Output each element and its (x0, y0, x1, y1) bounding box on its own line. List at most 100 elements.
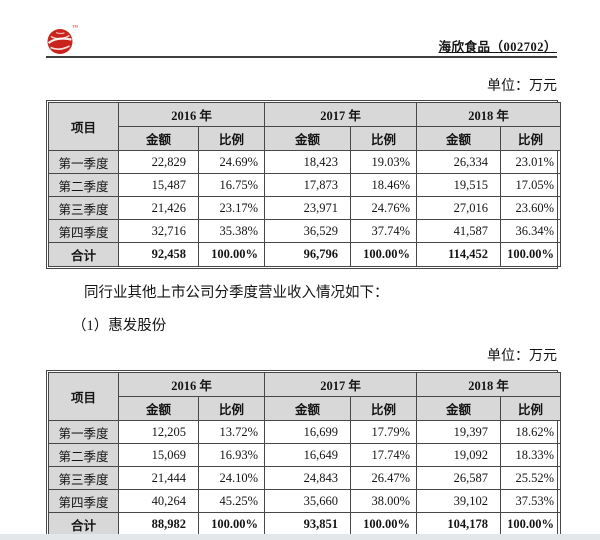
unit-label: 单位：万元 (487, 79, 557, 94)
ratio-cell: 100.00% (197, 242, 266, 267)
table-total-row: 合计 92,458 100.00% 96,796 100.00% 114,452 100.0… (48, 242, 562, 267)
ratio-cell: 100.00% (350, 512, 418, 537)
table-head: 项目 2016 年 2017 年 2018 年 金额 比例 金额 比例 金额 比… (48, 102, 562, 151)
ratio-cell: 17.05% (500, 173, 562, 197)
col-header-2016: 2016 年 (117, 372, 266, 397)
ratio-cell: 100.00% (350, 242, 418, 267)
table-row: 第一季度 22,829 24.69% 18,423 19.03% 26,334 23.01% (48, 150, 562, 174)
page-edge (0, 534, 600, 540)
ratio-cell: 38.00% (350, 489, 418, 513)
ratio-header-2017: 比例 (350, 126, 418, 151)
amount-cell: 16,699 (264, 420, 352, 444)
ratio-cell: 23.60% (500, 196, 562, 220)
amount-cell: 104,178 (416, 512, 502, 537)
amount-cell: 39,102 (416, 489, 502, 513)
table-row: 第三季度 21,444 24.10% 24,843 26.47% 26,587 25.52% (48, 466, 562, 490)
amount-cell: 17,873 (264, 173, 352, 197)
amount-cell: 24,843 (264, 466, 352, 490)
amount-cell: 26,334 (416, 150, 502, 174)
table-row: 第二季度 15,487 16.75% 17,873 18.46% 19,515 17.05% (48, 173, 562, 197)
ratio-cell: 100.00% (197, 512, 266, 537)
amount-cell: 92,458 (118, 242, 199, 267)
amount-cell: 41,587 (416, 219, 502, 243)
ratio-cell: 18.62% (500, 420, 562, 444)
unit-label-row-top: 单位：万元 (0, 75, 557, 95)
trademark-mark-icon: ™ (72, 25, 78, 31)
row-label: 第四季度 (48, 489, 119, 513)
table-head: 项目 2016 年 2017 年 2018 年 金额 比例 金额 比例 金额 比… (48, 372, 562, 421)
ratio-cell: 25.52% (500, 466, 562, 490)
ratio-cell: 45.25% (197, 489, 266, 513)
ratio-cell: 18.46% (350, 173, 418, 197)
doc-title: 海欣食品（002702） (438, 40, 557, 54)
haixin-quarterly-revenue-table: 项目 2016 年 2017 年 2018 年 金额 比例 金额 比例 金额 比… (46, 100, 562, 269)
huifa-quarterly-revenue-table: 项目 2016 年 2017 年 2018 年 金额 比例 金额 比例 金额 比… (46, 370, 562, 539)
amount-cell: 27,016 (416, 196, 502, 220)
year-header-row: 项目 2016 年 2017 年 2018 年 (48, 102, 562, 151)
row-label: 第四季度 (48, 219, 119, 243)
doc-header: ™ 海欣食品（002702） (46, 25, 557, 58)
ratio-cell: 24.69% (197, 150, 266, 174)
table-huifa: 项目 2016 年 2017 年 2018 年 金额 比例 金额 比例 金额 比… (48, 372, 562, 537)
col-header-2017: 2017 年 (264, 372, 418, 397)
amount-cell: 40,264 (118, 489, 199, 513)
ratio-cell: 36.34% (500, 219, 562, 243)
ratio-cell: 13.72% (197, 420, 266, 444)
ratio-header-2016: 比例 (197, 126, 266, 151)
ratio-cell: 100.00% (500, 512, 562, 537)
ratio-cell: 19.03% (350, 150, 418, 174)
ratio-header-2018: 比例 (500, 396, 562, 421)
col-header-item: 项目 (48, 102, 119, 151)
ratio-header-2016: 比例 (197, 396, 266, 421)
amount-cell: 21,426 (118, 196, 199, 220)
col-header-2017: 2017 年 (264, 102, 418, 127)
unit-label-row-bottom: 单位：万元 (0, 345, 557, 365)
amount-cell: 114,452 (416, 242, 502, 267)
ratio-cell: 17.79% (350, 420, 418, 444)
amount-cell: 21,444 (118, 466, 199, 490)
row-label: 合计 (48, 512, 119, 537)
amount-cell: 22,829 (118, 150, 199, 174)
intro-paragraph: 同行业其他上市公司分季度营业收入情况如下： (84, 285, 389, 301)
amount-cell: 15,487 (118, 173, 199, 197)
row-label: 第三季度 (48, 466, 119, 490)
ratio-header-2018: 比例 (500, 126, 562, 151)
table-row: 第一季度 12,205 13.72% 16,699 17.79% 19,397 18.62% (48, 420, 562, 444)
year-header-row: 项目 2016 年 2017 年 2018 年 (48, 372, 562, 421)
subheader-row: 金额 比例 金额 比例 金额 比例 (49, 126, 562, 151)
table-row: 第二季度 15,069 16.93% 16,649 17.74% 19,092 18.33% (48, 443, 562, 467)
col-header-item: 项目 (48, 372, 119, 421)
ratio-header-2017: 比例 (350, 396, 418, 421)
amount-cell: 19,515 (416, 173, 502, 197)
row-label: 第一季度 (48, 420, 119, 444)
ratio-cell: 37.53% (500, 489, 562, 513)
ratio-cell: 23.17% (197, 196, 266, 220)
ratio-cell: 26.47% (350, 466, 418, 490)
amount-cell: 23,971 (264, 196, 352, 220)
amount-cell: 26,587 (416, 466, 502, 490)
amount-header-2018: 金额 (416, 396, 502, 421)
col-header-2018: 2018 年 (416, 372, 562, 397)
haixin-logo-icon: ™ (46, 25, 78, 56)
amount-cell: 32,716 (118, 219, 199, 243)
amount-cell: 18,423 (264, 150, 352, 174)
col-header-2016: 2016 年 (117, 102, 266, 127)
ratio-cell: 18.33% (500, 443, 562, 467)
amount-cell: 16,649 (264, 443, 352, 467)
row-label: 第二季度 (48, 173, 119, 197)
ratio-cell: 17.74% (350, 443, 418, 467)
col-header-2018: 2018 年 (416, 102, 562, 127)
amount-cell: 36,529 (264, 219, 352, 243)
amount-cell: 15,069 (118, 443, 199, 467)
amount-cell: 88,982 (118, 512, 199, 537)
table-row: 第四季度 40,264 45.25% 35,660 38.00% 39,102 37.53% (48, 489, 562, 513)
amount-header-2017: 金额 (264, 126, 352, 151)
amount-header-2016: 金额 (118, 396, 199, 421)
unit-label: 单位：万元 (487, 349, 557, 364)
amount-header-2017: 金额 (264, 396, 352, 421)
subheader-row: 金额 比例 金额 比例 金额 比例 (49, 396, 562, 421)
row-label: 第一季度 (48, 150, 119, 174)
table-total-row: 合计 88,982 100.00% 93,851 100.00% 104,178 100.0… (48, 512, 562, 537)
ratio-cell: 23.01% (500, 150, 562, 174)
